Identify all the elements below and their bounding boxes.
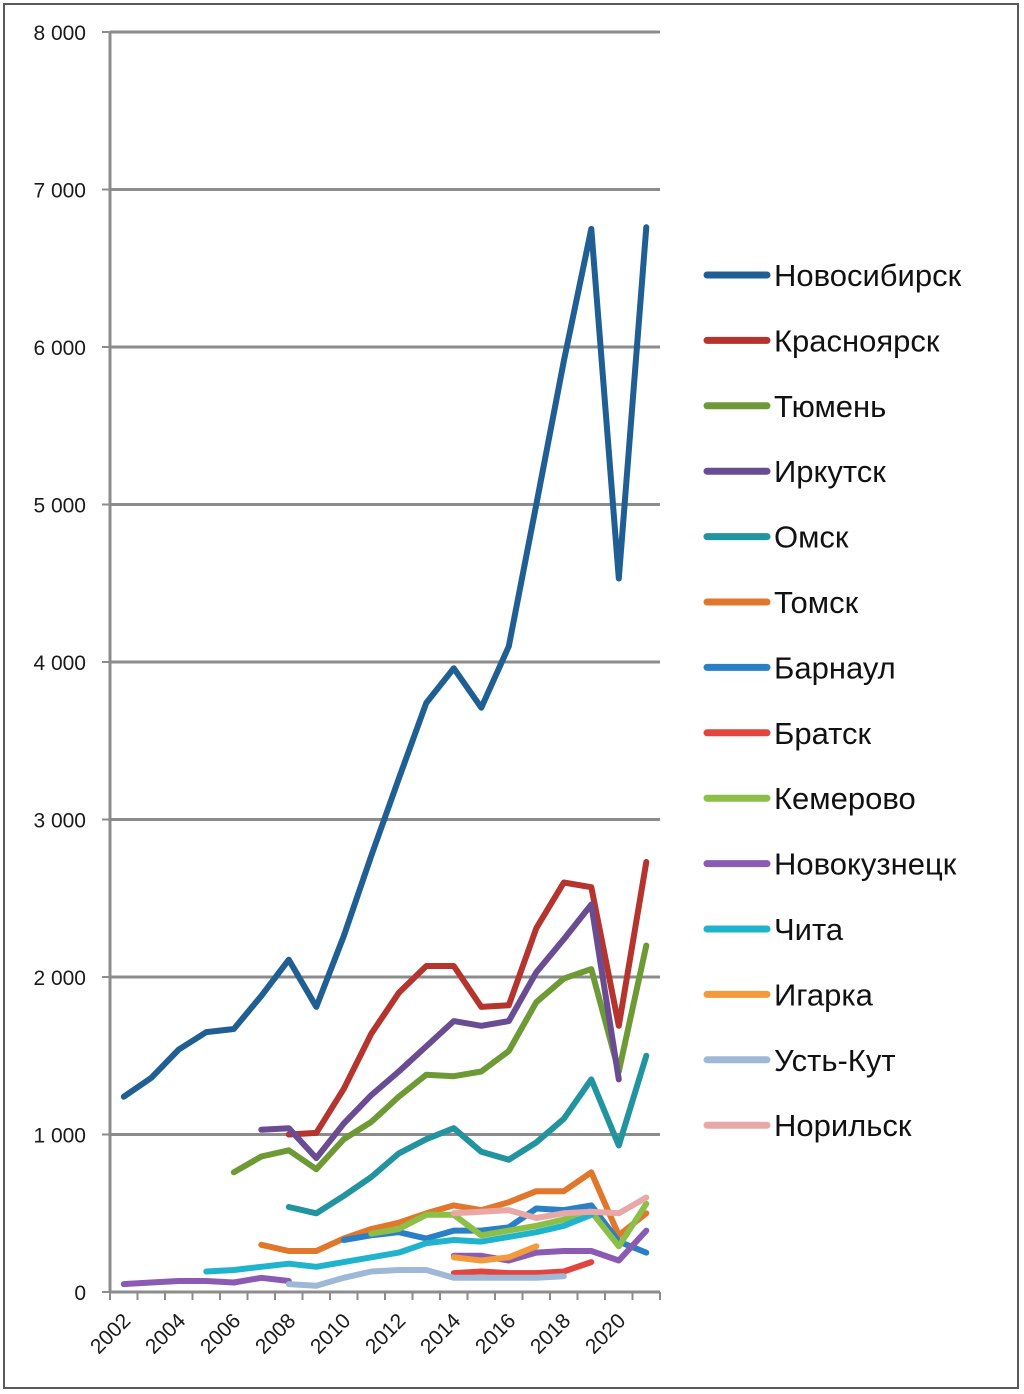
legend-label: Иркутск — [774, 454, 886, 489]
legend-label: Новосибирск — [774, 258, 962, 293]
legend-item: Кемерово — [703, 781, 916, 816]
series-line — [120, 224, 650, 1100]
x-tick-label: 2004 — [141, 1309, 191, 1359]
series-line — [230, 942, 650, 1176]
legend-item: Иркутск — [703, 454, 886, 489]
series-4 — [285, 1052, 650, 1217]
legend-item: Красноярск — [703, 323, 940, 358]
legend-label: Тюмень — [774, 389, 886, 424]
y-axis: 0 1 000 2 000 3 000 4 000 5 000 6 000 7 000 8 00… — [33, 22, 112, 1305]
series-line — [258, 901, 622, 1162]
legend-label: Омск — [774, 520, 849, 555]
x-tick-label: 2020 — [581, 1309, 630, 1358]
legend-label: Норильск — [774, 1108, 912, 1143]
legend-item: Братск — [703, 716, 871, 751]
series-line — [285, 1267, 567, 1289]
series-13 — [450, 1194, 650, 1221]
legend-item: Омск — [703, 520, 849, 555]
y-tick-label: 3 000 — [33, 810, 86, 833]
series-7 — [450, 1259, 595, 1277]
series-line — [285, 1052, 650, 1217]
x-tick-label: 2006 — [196, 1309, 245, 1358]
y-tick-label: 2 000 — [33, 967, 86, 990]
legend-label: Игарка — [774, 977, 874, 1012]
series-line — [450, 1243, 540, 1264]
y-tick-label: 6 000 — [33, 337, 86, 360]
series-line — [203, 1211, 595, 1275]
legend-item: Норильск — [703, 1108, 912, 1143]
legend-label: Чита — [774, 912, 844, 947]
legend-item: Барнаул — [703, 650, 896, 685]
chart-frame: 0 1 000 2 000 3 000 4 000 5 000 6 000 7 000 8 00… — [3, 3, 1019, 1389]
x-tick-label: 2018 — [526, 1309, 575, 1358]
legend-label: Томск — [774, 585, 859, 620]
x-tick-label: 2010 — [306, 1309, 355, 1358]
x-tick-label: 2008 — [251, 1309, 300, 1358]
legend-item: Томск — [703, 585, 859, 620]
y-tick-label: 4 000 — [33, 652, 86, 675]
x-tick-label: 2016 — [471, 1309, 520, 1358]
legend-item: Новокузнецк — [703, 847, 957, 882]
series-line — [258, 1169, 650, 1254]
y-tick-label: 8 000 — [33, 22, 86, 45]
legend: Новосибирск Красноярск Тюмень Иркутск Омск То… — [703, 258, 962, 1143]
legend-item: Игарка — [703, 977, 874, 1012]
legend-item: Чита — [703, 912, 844, 947]
x-tick-label: 2002 — [86, 1309, 135, 1358]
series-line — [368, 1200, 650, 1250]
series-line — [285, 859, 650, 1138]
x-tick-label: 2012 — [361, 1309, 410, 1358]
legend-label: Братск — [774, 716, 871, 751]
series-line — [450, 1227, 650, 1264]
series-line — [120, 1274, 292, 1288]
legend-item: Усть-Кут — [703, 1043, 896, 1078]
series-5 — [258, 1169, 650, 1254]
x-axis: 2002 2004 2006 2008 2010 2012 2014 2016 2018 2020 — [86, 1290, 661, 1359]
gridlines — [110, 30, 660, 1136]
series-12 — [285, 1267, 567, 1289]
series-line — [450, 1259, 595, 1277]
legend-label: Красноярск — [774, 323, 940, 358]
series-0 — [120, 224, 650, 1100]
series-11 — [450, 1243, 540, 1264]
series-10 — [203, 1211, 595, 1275]
y-tick-label: 5 000 — [33, 495, 86, 518]
series-3 — [258, 901, 622, 1162]
legend-label: Кемерово — [774, 781, 916, 816]
y-tick-label: 0 — [74, 1282, 86, 1305]
series-8 — [368, 1200, 650, 1250]
series-lines — [120, 224, 650, 1289]
legend-item: Тюмень — [703, 389, 886, 424]
legend-label: Усть-Кут — [774, 1043, 896, 1078]
legend-label: Барнаул — [774, 650, 896, 685]
x-tick-label: 2014 — [416, 1309, 466, 1359]
legend-item: Новосибирск — [703, 258, 962, 293]
series-9 — [120, 1227, 650, 1288]
line-chart: 0 1 000 2 000 3 000 4 000 5 000 6 000 7 000 8 00… — [33, 22, 962, 1359]
legend-label: Новокузнецк — [774, 847, 957, 882]
y-tick-label: 1 000 — [33, 1125, 86, 1148]
series-1 — [285, 859, 650, 1138]
y-tick-label: 7 000 — [33, 180, 86, 203]
series-line — [450, 1194, 650, 1221]
series-2 — [230, 942, 650, 1176]
